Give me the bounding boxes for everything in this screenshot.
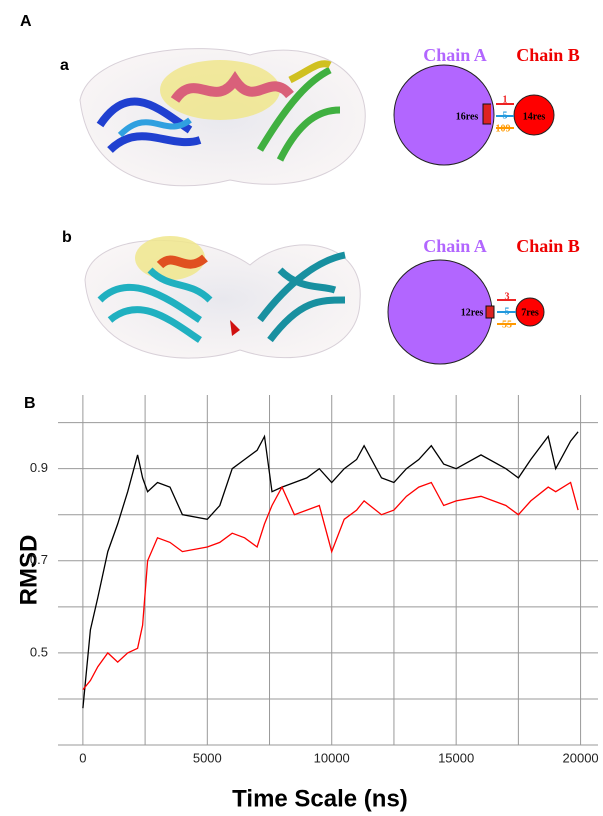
residue-count: 16res <box>456 111 479 122</box>
panel-label: A <box>20 13 32 30</box>
chain-label: Chain A <box>423 236 487 256</box>
chain-label: Chain B <box>516 45 580 65</box>
figure: A a b Chain A Chain B 16res 14res 1 5 10… <box>0 0 603 816</box>
link-count: 1 <box>503 94 508 105</box>
x-tick-label: 20000 <box>563 750 599 765</box>
x-tick-label: 0 <box>79 750 86 765</box>
panel-label: a <box>60 57 69 74</box>
residue-count: 12res <box>461 307 484 318</box>
link-count: 5 <box>505 306 510 317</box>
x-axis-title: Time Scale (ns) <box>232 785 408 812</box>
link-count: 109 <box>496 123 511 134</box>
series-line <box>83 483 578 690</box>
panel-label: b <box>62 229 72 246</box>
x-tick-label: 15000 <box>438 750 474 765</box>
chain-label: Chain A <box>423 45 487 65</box>
x-tick-label: 10000 <box>314 750 350 765</box>
protein-image <box>80 49 365 186</box>
x-tick-label: 5000 <box>193 750 222 765</box>
y-tick-label: 0.9 <box>30 460 48 475</box>
y-tick-label: 0.5 <box>30 644 48 659</box>
rmsd-chart: RMSD Time Scale (ns) 0.5 0.7 0.9 0 5000 10000… <box>15 395 598 812</box>
protein-image <box>85 236 360 358</box>
y-axis-title: RMSD <box>15 535 42 606</box>
residue-count: 14res <box>523 111 546 122</box>
chain-label: Chain B <box>516 236 580 256</box>
y-tick-label: 0.7 <box>30 552 48 567</box>
link-count: 3 <box>505 291 510 302</box>
series-line <box>83 432 578 708</box>
residue-count: 7res <box>521 307 539 318</box>
link-count: 5 <box>503 110 508 121</box>
link-count: 55 <box>502 319 512 330</box>
panel-label: B <box>24 395 36 412</box>
